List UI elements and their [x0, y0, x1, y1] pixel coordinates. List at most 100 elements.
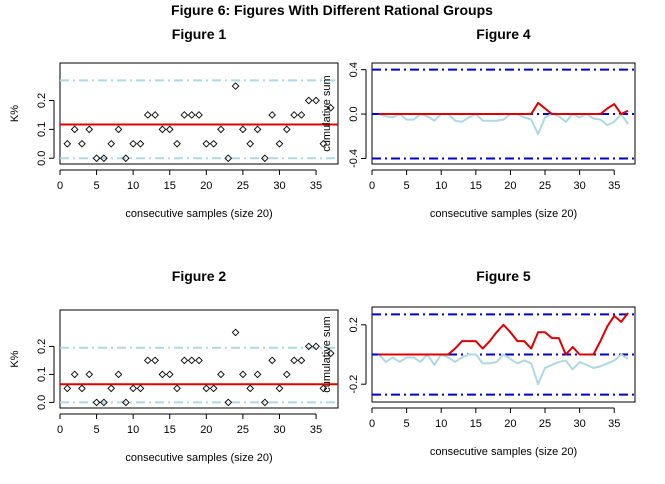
fig1-frame [59, 62, 339, 165]
fig5-x-label: consecutive samples (size 20) [430, 446, 577, 458]
fig2-point [187, 356, 196, 365]
fig4-y-label: cumulative sum [321, 75, 333, 151]
fig4-x-tick-label: 30 [574, 180, 586, 192]
fig2-point [231, 328, 240, 337]
fig1-point [92, 154, 101, 163]
fig4-x-tick-label: 0 [369, 180, 375, 192]
fig2-x-tick-label: 0 [57, 424, 63, 436]
fig1-point [202, 139, 211, 148]
fig1-point [319, 139, 328, 148]
fig2-x-label: consecutive samples (size 20) [125, 452, 272, 464]
fig5-x-tick-label: 5 [404, 418, 410, 430]
fig1-y-tick-label: 0.1 [36, 122, 48, 137]
fig2-panel: Figure 2 0 5 10 15 20 25 30 35 consecutive sample… [9, 268, 339, 464]
fig2-y-tick-label: 0.2 [36, 339, 48, 354]
fig2-point [202, 384, 211, 393]
fig2-point [268, 356, 276, 365]
fig1-point [275, 139, 284, 148]
fig2-point [297, 356, 306, 365]
fig1-point [231, 82, 240, 90]
fig2-point [107, 384, 116, 393]
fig1-point [70, 125, 79, 134]
fig2-point [282, 370, 291, 379]
fig1-x-tick-label: 35 [310, 180, 322, 192]
fig1-point [195, 111, 203, 119]
fig1-point [100, 154, 108, 163]
fig2-point [114, 370, 123, 379]
fig5-y-tick-label: -0.2 [348, 375, 360, 394]
fig2-x-tick-label: 10 [127, 424, 139, 436]
fig1-point [312, 96, 320, 105]
fig5-panel: Figure 5 0 5 10 15 20 25 30 35 consecutive sample… [321, 268, 636, 458]
fig2-x-tick-label: 15 [164, 424, 176, 436]
fig4-title: Figure 4 [476, 26, 531, 42]
fig4-x-tick-label: 35 [608, 180, 620, 192]
fig2-point [195, 356, 203, 365]
fig5-x-tick-label: 30 [574, 418, 586, 430]
fig1-point [143, 111, 152, 119]
fig4-x-tick-label: 5 [404, 180, 410, 192]
fig1-point [107, 139, 116, 148]
fig1-point [187, 111, 196, 119]
chart-panels: Figure 1 0 5 10 15 20 25 30 35 consecutive sample… [9, 26, 636, 464]
fig2-point [158, 370, 167, 379]
fig2-x-tick-label: 20 [200, 424, 212, 436]
fig5-cusum-lower-series [378, 353, 629, 386]
main-title: Figure 6: Figures With Different Rationa… [171, 2, 493, 18]
fig2-point [261, 398, 269, 407]
fig5-x-tick-label: 15 [470, 418, 482, 430]
fig5-x-tick-label: 20 [504, 418, 516, 430]
fig1-point [151, 111, 159, 119]
fig2-point [136, 384, 145, 393]
fig5-cusum-upper-series [378, 312, 629, 356]
fig1-point [224, 154, 233, 163]
fig2-point [165, 370, 174, 379]
fig2-point [180, 356, 189, 365]
fig2-point [129, 384, 137, 393]
fig4-y-tick-label: -0.4 [348, 149, 360, 168]
fig1-point [78, 139, 86, 148]
fig4-x-tick-label: 20 [504, 180, 516, 192]
fig1-point [282, 125, 291, 134]
fig2-point [209, 384, 218, 393]
fig1-x-tick-label: 15 [164, 180, 176, 192]
fig2-x-tick-label: 30 [273, 424, 285, 436]
fig2-point [85, 370, 94, 379]
fig1-point [253, 125, 262, 134]
fig2-point [92, 398, 101, 407]
fig2-point [217, 370, 225, 379]
fig1-x-tick-label: 25 [237, 180, 249, 192]
fig4-x-tick-label: 15 [470, 180, 482, 192]
fig4-y-tick-label: 0.4 [348, 62, 360, 77]
fig2-point [326, 349, 335, 358]
fig1-point [326, 103, 335, 112]
fig1-point [180, 111, 189, 119]
fig1-y-tick-label: 0.2 [36, 93, 48, 108]
fig2-point [304, 342, 313, 351]
fig2-point [122, 398, 130, 407]
fig1-point [158, 125, 167, 134]
fig1-point [114, 125, 123, 134]
fig2-frame [59, 309, 339, 409]
fig1-point [165, 125, 174, 134]
fig1-point [217, 125, 225, 134]
fig5-x-tick-label: 0 [369, 418, 375, 430]
fig5-x-tick-label: 25 [539, 418, 551, 430]
fig1-point [261, 154, 269, 163]
fig2-point [319, 384, 328, 393]
fig1-x-tick-label: 0 [57, 180, 63, 192]
fig1-x-tick-label: 10 [127, 180, 139, 192]
fig2-point [100, 398, 108, 407]
fig2-x-tick-label: 25 [237, 424, 249, 436]
fig1-point [173, 139, 181, 148]
fig1-point [290, 111, 298, 119]
fig4-panel: Figure 4 0 5 10 15 20 25 30 35 consecutive sample… [321, 26, 636, 220]
fig4-cusum-upper-series [378, 101, 629, 116]
fig2-point [312, 342, 320, 351]
fig2-title: Figure 2 [172, 268, 227, 284]
fig4-x-tick-label: 25 [539, 180, 551, 192]
fig2-x-tick-label: 35 [310, 424, 322, 436]
fig2-point [78, 384, 86, 393]
fig1-point [63, 139, 72, 148]
fig1-y-label: K% [9, 105, 21, 122]
